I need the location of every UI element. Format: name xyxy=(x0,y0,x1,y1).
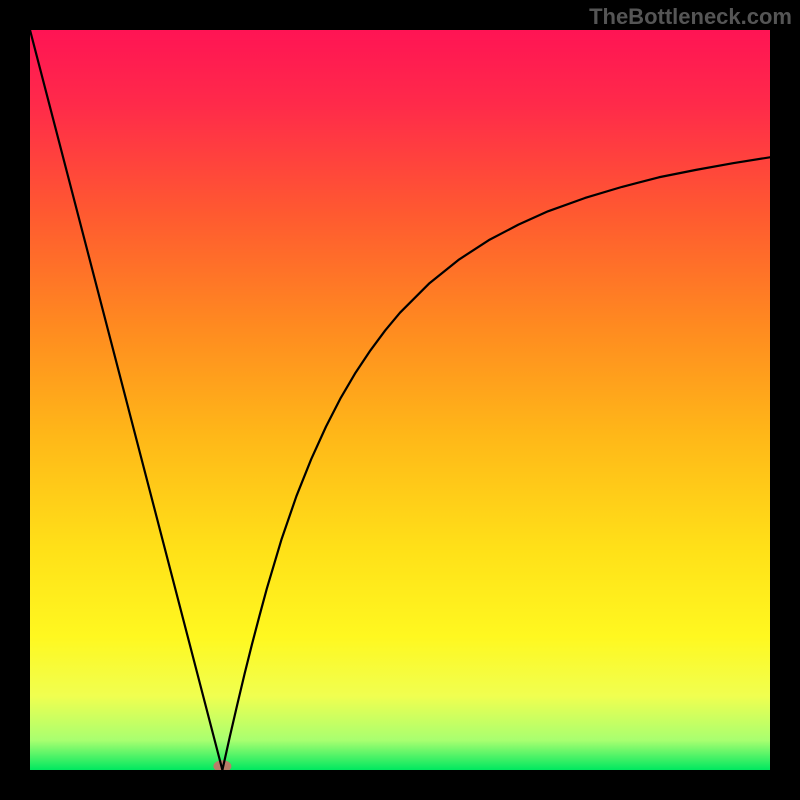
watermark-text: TheBottleneck.com xyxy=(589,4,792,30)
curve-layer xyxy=(30,30,770,770)
bottleneck-curve xyxy=(30,30,770,770)
plot-area xyxy=(30,30,770,770)
